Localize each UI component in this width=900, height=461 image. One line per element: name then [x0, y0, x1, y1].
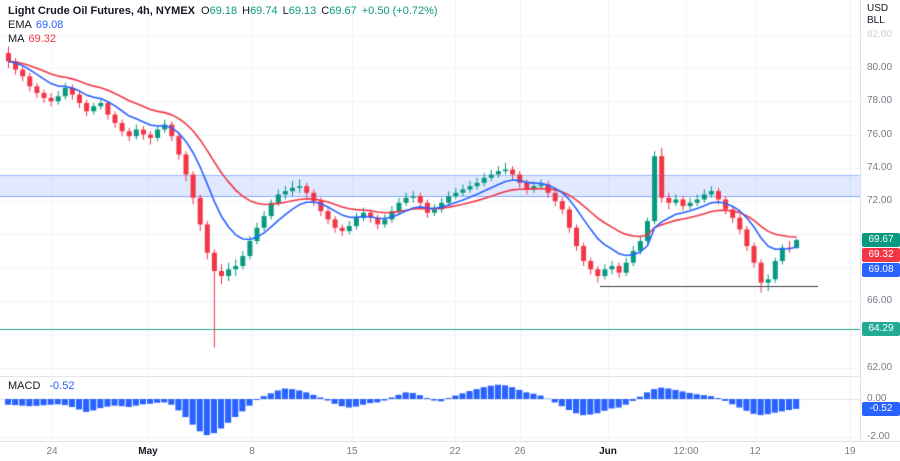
time-axis-label: 8 [249, 446, 255, 457]
axis-unit-bottom: BLL [867, 15, 885, 26]
macd-legend-value: -0.52 [49, 380, 75, 392]
symbol-title: Light Crude Oil Futures, 4h, NYMEX [8, 5, 196, 17]
time-axis-label: Jun [599, 446, 617, 457]
time-axis-label: 19 [844, 446, 856, 457]
ma-legend-label: MA [8, 33, 25, 45]
price-axis-label: 76.00 [867, 129, 893, 140]
price-axis[interactable]: USD BLL 82.00 80.00 78.00 76.00 74.00 72.00 66… [860, 0, 900, 442]
ema-legend-value: 69.08 [35, 19, 64, 31]
ohlc-high-value: 69.74 [250, 5, 278, 17]
macd-legend-label: MACD [8, 380, 41, 392]
time-axis-label: May [138, 446, 158, 457]
price-badge: 69.08 [862, 263, 900, 277]
time-axis-label: 26 [514, 446, 526, 457]
price-axis-label: 82.00 [867, 29, 893, 40]
price-axis-label: 66.00 [867, 295, 893, 306]
macd-legend[interactable]: MACD -0.52 [8, 379, 74, 393]
ohlc-close-value: 69.67 [329, 5, 357, 17]
price-change: +0.50 (+0.72%) [361, 5, 438, 17]
price-axis-label: 72.00 [867, 195, 893, 206]
macd-badge: -0.52 [862, 402, 900, 416]
ohlc-high-letter: H [242, 5, 251, 17]
price-axis-label: 80.00 [867, 62, 893, 73]
axis-unit-top: USD [867, 3, 889, 14]
ohlc-open: O69.18 [201, 4, 237, 18]
time-axis-label: 12 [749, 446, 761, 457]
time-axis[interactable]: 24 May 8 15 22 26 Jun 12:00 12 19 [0, 441, 900, 461]
price-axis-label: 78.00 [867, 95, 893, 106]
price-badge: 69.67 [862, 233, 900, 247]
macd-axis-label: 0.00 [867, 393, 887, 404]
ma-legend-row[interactable]: MA 69.32 [8, 32, 438, 46]
time-axis-label: 22 [449, 446, 461, 457]
price-badge: 69.32 [862, 248, 900, 262]
symbol-legend[interactable]: Light Crude Oil Futures, 4h, NYMEX O69.1… [8, 4, 438, 46]
ema-legend-row[interactable]: EMA 69.08 [8, 18, 438, 32]
legend-title-row: Light Crude Oil Futures, 4h, NYMEX O69.1… [8, 4, 438, 18]
ema-legend-label: EMA [8, 19, 32, 31]
ohlc-low: L69.13 [283, 4, 317, 18]
ohlc-open-value: 69.18 [209, 5, 238, 17]
ohlc-high: H69.74 [242, 4, 277, 18]
price-badge: 64.29 [862, 322, 900, 336]
ohlc-open-letter: O [201, 5, 210, 17]
ohlc-close: C69.67 [321, 4, 356, 18]
macd-axis-label: -2.00 [867, 431, 890, 442]
time-axis-label: 12:00 [673, 446, 699, 457]
ohlc-low-value: 69.13 [288, 5, 317, 17]
axis-unit-label: USD BLL [867, 3, 888, 27]
macd-pane-canvas[interactable] [0, 376, 860, 441]
price-chart-canvas[interactable] [0, 0, 860, 376]
price-axis-label: 74.00 [867, 162, 893, 173]
price-axis-label: 62.00 [867, 362, 893, 373]
time-axis-label: 24 [46, 446, 58, 457]
ma-legend-value: 69.32 [28, 33, 57, 45]
ohlc-low-letter: L [282, 5, 289, 17]
time-axis-label: 15 [346, 446, 358, 457]
ohlc-close-letter: C [321, 5, 330, 17]
